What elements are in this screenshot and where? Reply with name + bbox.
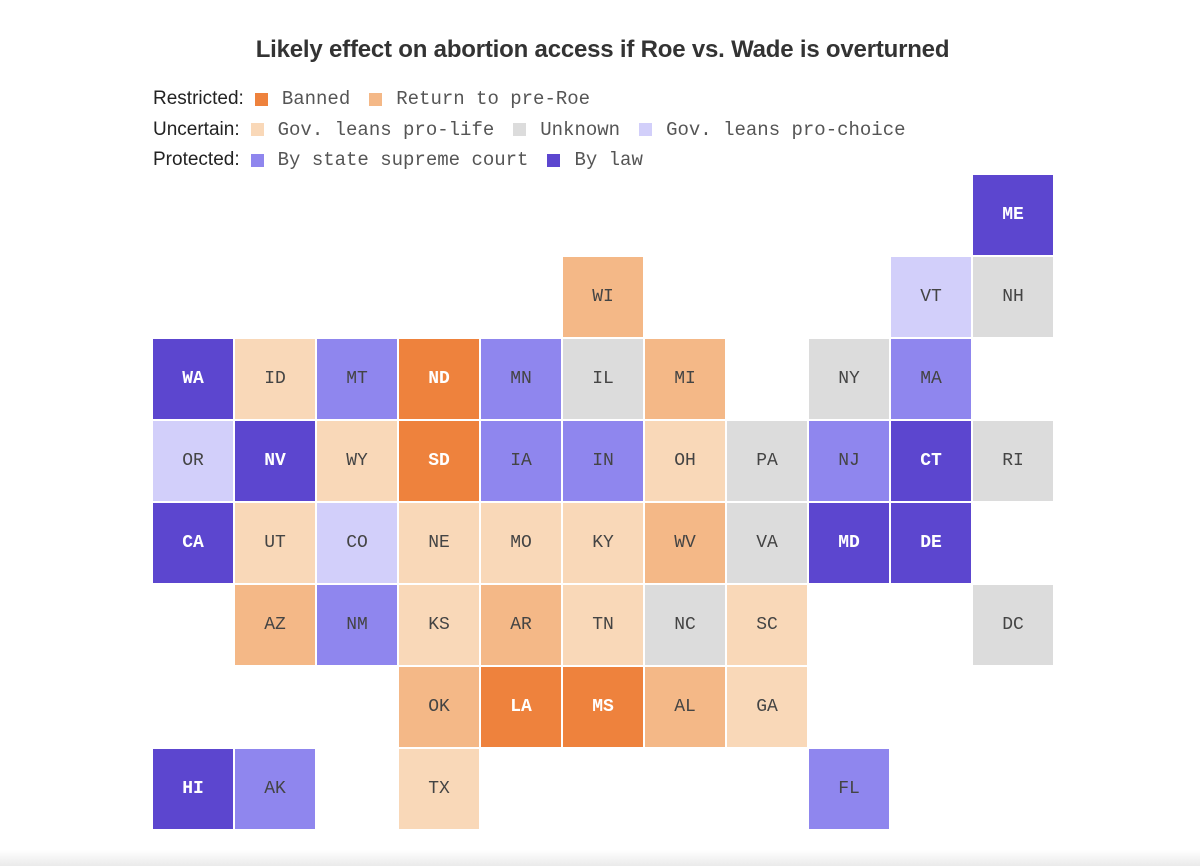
legend-item: By law <box>547 149 643 172</box>
state-tile-co: CO <box>317 503 397 583</box>
legend-item: Return to pre-Roe <box>369 88 590 110</box>
state-tile-md: MD <box>809 503 889 583</box>
state-tile-fl: FL <box>809 749 889 829</box>
legend-item-label: Gov. leans pro-life <box>277 118 495 141</box>
state-tile-tx: TX <box>399 749 479 829</box>
legend-row: Protected: By state supreme court By law <box>153 145 925 176</box>
state-tile-ut: UT <box>235 503 315 583</box>
state-tile-de: DE <box>891 503 971 583</box>
state-tile-ms: MS <box>563 667 643 747</box>
state-tile-wa: WA <box>153 339 233 419</box>
state-tile-nv: NV <box>235 421 315 501</box>
legend-swatch <box>250 153 264 167</box>
state-tile-va: VA <box>727 503 807 583</box>
state-tile-sd: SD <box>399 421 479 501</box>
state-tile-mo: MO <box>481 503 561 583</box>
state-tile-dc: DC <box>973 585 1053 665</box>
state-tile-ne: NE <box>399 503 479 583</box>
state-tile-la: LA <box>481 667 561 747</box>
state-tile-ma: MA <box>891 339 971 419</box>
state-tile-wv: WV <box>645 503 725 583</box>
legend-group-label: Restricted: <box>153 88 244 110</box>
legend-swatch <box>547 153 561 167</box>
state-tile-ia: IA <box>481 421 561 501</box>
state-tile-il: IL <box>563 339 643 419</box>
legend-item: By state supreme court <box>250 149 529 172</box>
legend-swatch <box>639 123 653 137</box>
legend-item: Unknown <box>513 119 620 141</box>
state-tile-ct: CT <box>891 421 971 501</box>
legend-item-label: By state supreme court <box>277 149 529 172</box>
legend-item-label: Unknown <box>540 118 621 141</box>
state-tile-hi: HI <box>153 749 233 829</box>
legend-item: Banned <box>254 88 351 111</box>
state-tile-wy: WY <box>317 421 397 501</box>
state-tile-ks: KS <box>399 585 479 665</box>
state-tile-tn: TN <box>563 585 643 665</box>
state-tile-ar: AR <box>481 585 561 665</box>
state-tile-nm: NM <box>317 585 397 665</box>
state-tile-ak: AK <box>235 749 315 829</box>
state-tile-mi: MI <box>645 339 725 419</box>
state-tile-mn: MN <box>481 339 561 419</box>
state-tile-nc: NC <box>645 585 725 665</box>
state-tile-id: ID <box>235 339 315 419</box>
state-tile-ky: KY <box>563 503 643 583</box>
legend-item-label: Return to pre-Roe <box>396 88 591 111</box>
legend-item: Gov. leans pro-life <box>250 118 495 141</box>
state-tile-ca: CA <box>153 503 233 583</box>
state-tile-pa: PA <box>727 421 807 501</box>
legend-swatch <box>254 92 268 106</box>
legend-swatch <box>513 123 527 137</box>
legend-row: Uncertain: Gov. leans pro-life Unknown Gov.… <box>153 115 925 146</box>
legend-item-label: Gov. leans pro-choice <box>666 118 906 141</box>
state-tile-ga: GA <box>727 667 807 747</box>
state-tile-mt: MT <box>317 339 397 419</box>
legend-swatch <box>369 92 383 106</box>
state-tile-nh: NH <box>973 257 1053 337</box>
state-tile-vt: VT <box>891 257 971 337</box>
legend-group-label: Uncertain: <box>153 118 240 140</box>
state-tile-nj: NJ <box>809 421 889 501</box>
legend-row: Restricted: Banned Return to pre-Roe <box>153 84 925 115</box>
state-tile-az: AZ <box>235 585 315 665</box>
state-tile-ok: OK <box>399 667 479 747</box>
legend-swatch <box>250 123 264 137</box>
state-tile-wi: WI <box>563 257 643 337</box>
legend-item-label: Banned <box>281 88 351 111</box>
state-tile-al: AL <box>645 667 725 747</box>
state-tile-nd: ND <box>399 339 479 419</box>
legend: Restricted: Banned Return to pre-Roe Uncert… <box>153 84 925 176</box>
state-tile-in: IN <box>563 421 643 501</box>
state-tile-ri: RI <box>973 421 1053 501</box>
legend-group-label: Protected: <box>153 149 240 171</box>
state-tile-me: ME <box>973 175 1053 255</box>
state-tile-oh: OH <box>645 421 725 501</box>
bottom-shade <box>0 850 1200 866</box>
state-tile-or: OR <box>153 421 233 501</box>
state-tile-sc: SC <box>727 585 807 665</box>
state-tile-ny: NY <box>809 339 889 419</box>
legend-item-label: By law <box>574 149 643 172</box>
map-title: Likely effect on abortion access if Roe … <box>255 36 950 63</box>
legend-item: Gov. leans pro-choice <box>639 118 906 141</box>
